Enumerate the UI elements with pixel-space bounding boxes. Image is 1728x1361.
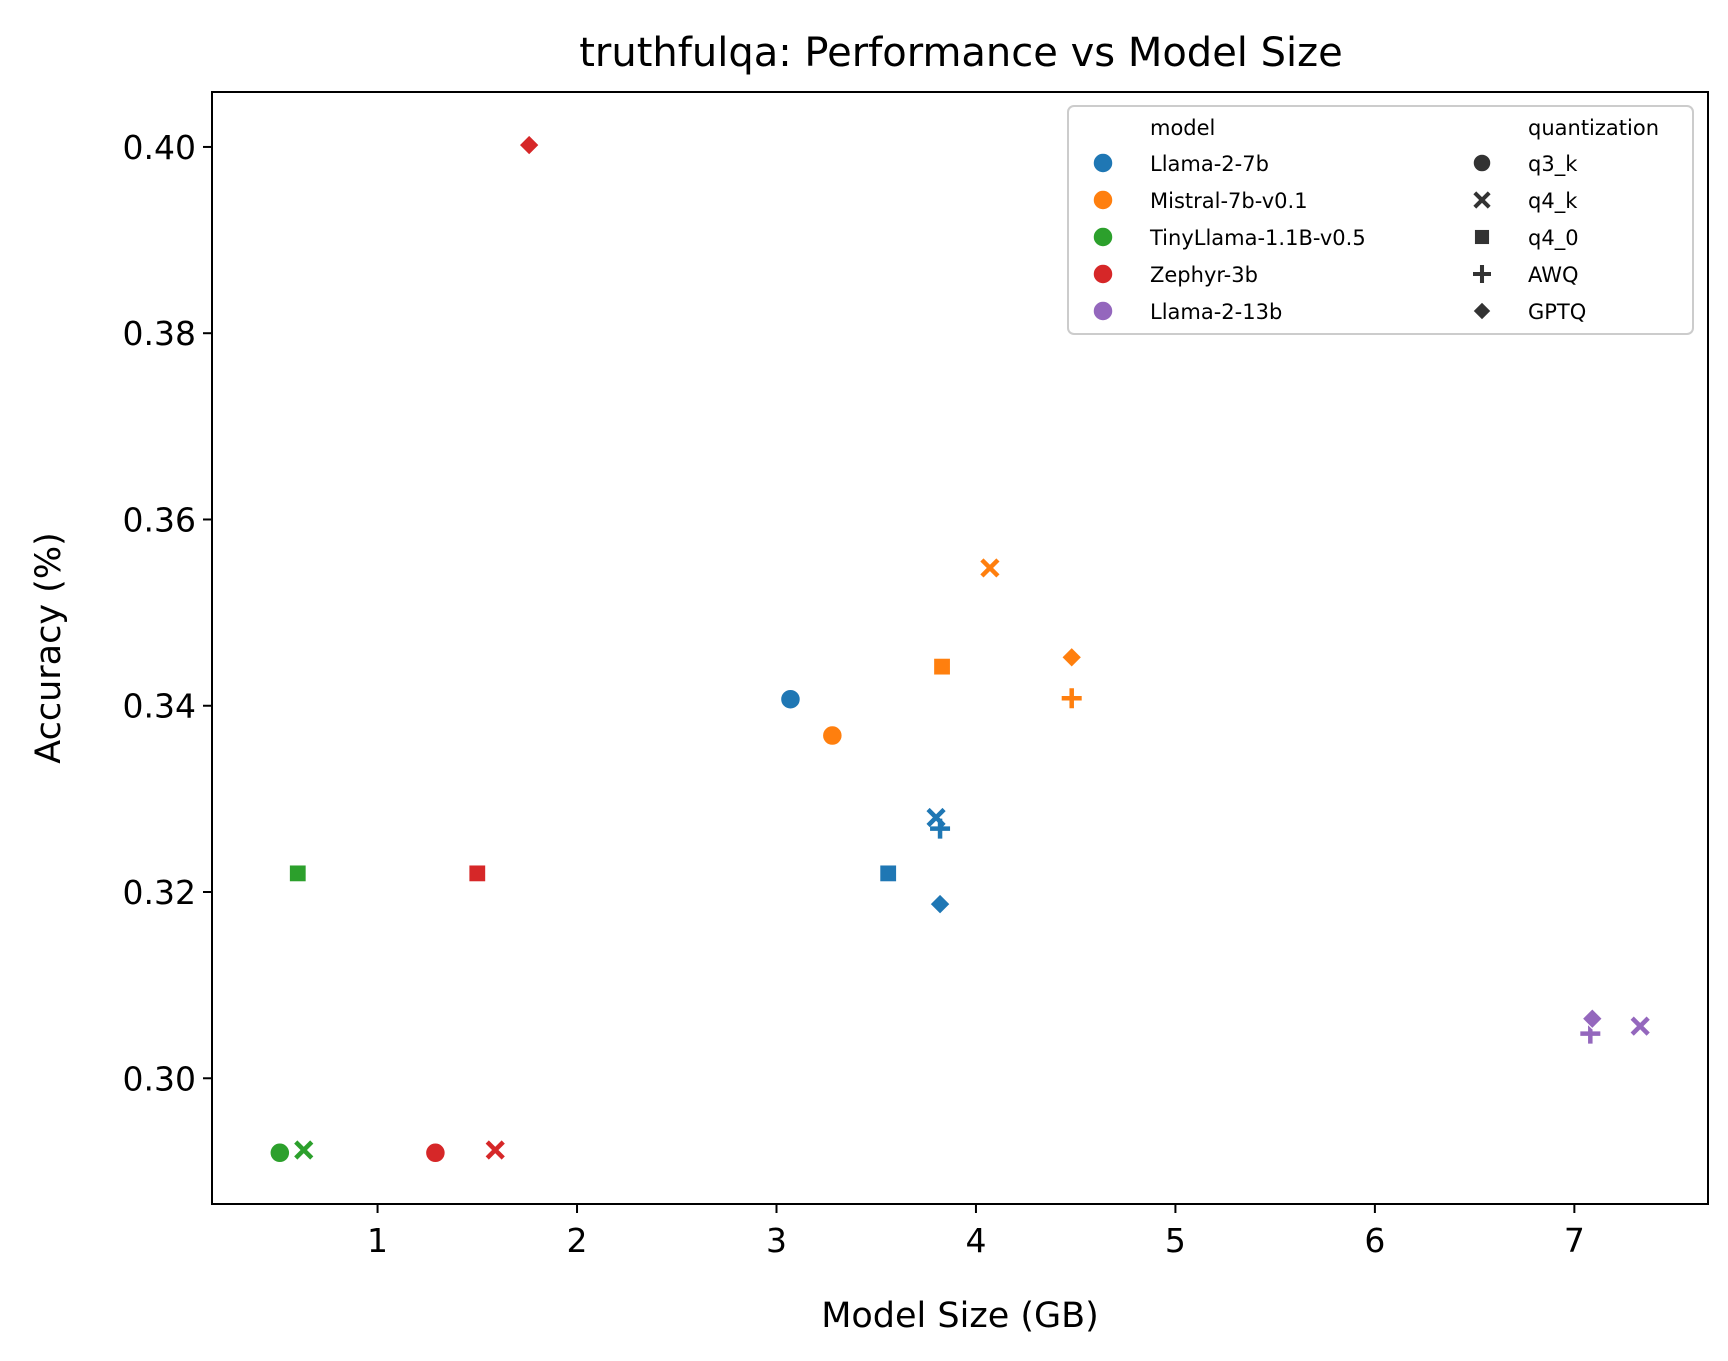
data-point	[288, 864, 307, 883]
y-tick-label: 0.34	[123, 687, 196, 726]
legend-frame	[1067, 105, 1694, 335]
data-point	[932, 657, 952, 676]
data-point	[485, 1140, 505, 1160]
data-point	[980, 558, 1000, 578]
legend-quantization-label: GPTQ	[1528, 300, 1586, 324]
x-tick-label: 6	[1364, 1221, 1385, 1260]
data-point	[1630, 1016, 1650, 1036]
legend-swatch-model	[1092, 263, 1114, 285]
data-point	[424, 1142, 447, 1164]
legend-quantization-label: q4_0	[1528, 226, 1579, 251]
legend-swatch-quantization	[1473, 265, 1491, 283]
legend-quantization-label: AWQ	[1528, 263, 1579, 287]
chart-title: truthfulqa: Performance vs Model Size	[579, 30, 1343, 76]
legend-model-label: Zephyr-3b	[1150, 263, 1258, 287]
y-tick-label: 0.36	[123, 500, 196, 539]
legend-model-label: Llama-2-13b	[1150, 300, 1282, 324]
legend-swatch-quantization	[1472, 301, 1492, 321]
legend-swatch-model	[1092, 300, 1114, 322]
legend-quantization-title: quantization	[1528, 116, 1659, 140]
x-tick-label: 1	[367, 1221, 388, 1260]
legend: model quantization Llama-2-7b Mistral-7b-…	[1067, 105, 1694, 335]
x-tick-label: 4	[965, 1221, 986, 1260]
data-point	[468, 864, 487, 883]
legend-swatch-quantization	[1473, 228, 1491, 246]
legend-quantization-label: q4_k	[1528, 189, 1578, 214]
legend-model-label: Mistral-7b-v0.1	[1150, 189, 1308, 213]
y-axis-label: Accuracy (%)	[29, 532, 69, 763]
data-point	[821, 724, 844, 747]
data-point	[1061, 688, 1082, 709]
legend-swatch-model	[1092, 189, 1114, 211]
data-point	[779, 688, 802, 710]
plot-frame	[211, 91, 1709, 1205]
legend-model-label: Llama-2-7b	[1150, 152, 1269, 176]
data-point	[1581, 1007, 1604, 1030]
y-tick-label: 0.38	[123, 314, 196, 353]
legend-swatch-quantization	[1473, 191, 1491, 209]
legend-swatch-model	[1092, 152, 1114, 174]
data-point	[518, 134, 541, 156]
x-tick-label: 5	[1165, 1221, 1186, 1260]
legend-swatch-model	[1092, 226, 1114, 248]
data-point	[1060, 646, 1083, 669]
data-point	[930, 818, 951, 839]
legend-model-title: model	[1150, 116, 1215, 140]
y-tick-label: 0.32	[123, 873, 196, 912]
x-tick-label: 3	[766, 1221, 787, 1260]
data-point	[879, 864, 898, 883]
data-point	[929, 893, 951, 915]
x-axis-label: Model Size (GB)	[821, 1296, 1099, 1336]
legend-swatch-quantization	[1472, 153, 1492, 173]
x-tick-label: 7	[1564, 1221, 1585, 1260]
data-point	[269, 1142, 291, 1164]
x-tick-label: 2	[567, 1221, 588, 1260]
legend-model-label: TinyLlama-1.1B-v0.5	[1149, 226, 1366, 250]
data-point	[294, 1140, 314, 1160]
y-axis: 0.30 0.32 0.34 0.36 0.38 0.40	[123, 128, 212, 1098]
plot-area	[269, 134, 1650, 1164]
y-tick-label: 0.30	[123, 1059, 196, 1098]
y-tick-label: 0.40	[123, 128, 196, 167]
x-axis: 1 2 3 4 5 6 7	[367, 1204, 1585, 1260]
legend-quantization-label: q3_k	[1528, 152, 1578, 177]
